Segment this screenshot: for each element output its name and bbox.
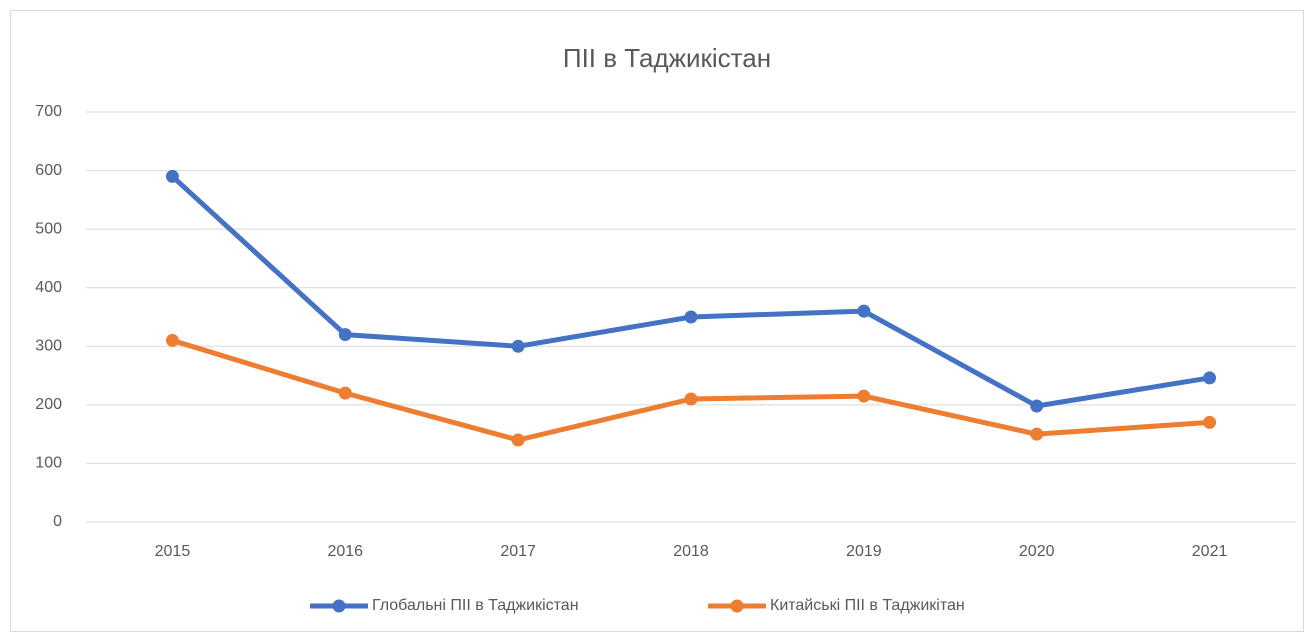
y-tick-label: 300	[35, 338, 62, 355]
data-point	[857, 304, 871, 318]
y-tick-label: 200	[35, 396, 62, 413]
y-tick-label: 400	[35, 279, 62, 296]
x-tick-label: 2017	[500, 543, 536, 560]
data-point	[338, 328, 352, 342]
x-tick-label: 2020	[1019, 543, 1055, 560]
y-tick-label: 100	[35, 455, 62, 472]
x-tick-label: 2021	[1192, 543, 1228, 560]
data-point	[1030, 427, 1044, 441]
y-tick-label: 600	[35, 162, 62, 179]
chart-title: ПІІ в Таджикістан	[563, 43, 771, 73]
data-point	[1203, 371, 1217, 385]
legend-label: Китайські ПІІ в Таджикітан	[770, 597, 965, 614]
y-tick-label: 500	[35, 220, 62, 237]
x-tick-label: 2019	[846, 543, 882, 560]
data-point	[857, 389, 871, 403]
x-tick-label: 2018	[673, 543, 709, 560]
data-point	[165, 333, 179, 347]
legend-label: Глобальні ПІІ в Таджикістан	[372, 597, 579, 614]
data-point	[511, 339, 525, 353]
legend-marker	[730, 599, 744, 613]
x-tick-label: 2016	[327, 543, 363, 560]
y-tick-label: 700	[35, 103, 62, 120]
data-point	[511, 433, 525, 447]
data-point	[1030, 399, 1044, 413]
data-point	[684, 310, 698, 324]
x-tick-label: 2015	[155, 543, 191, 560]
data-point	[338, 386, 352, 400]
data-point	[684, 392, 698, 406]
data-point	[165, 169, 179, 183]
legend-marker	[332, 599, 346, 613]
data-point	[1203, 415, 1217, 429]
y-tick-label: 0	[53, 513, 62, 530]
